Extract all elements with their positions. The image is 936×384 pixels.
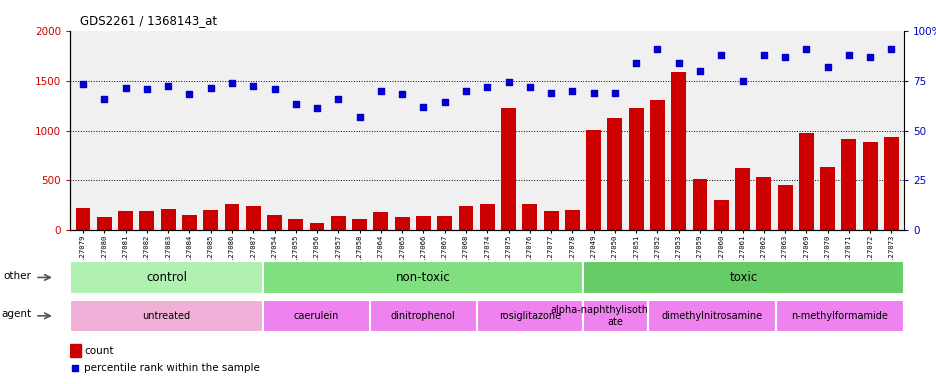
Point [225, 79, 240, 86]
Text: GDS2261 / 1368143_at: GDS2261 / 1368143_at [80, 14, 216, 27]
Point [330, 96, 345, 102]
Bar [628, 108, 643, 230]
Bar [437, 217, 452, 230]
Point [96, 96, 111, 102]
Bar [479, 204, 494, 230]
Point [734, 78, 749, 84]
Point [755, 51, 770, 58]
Bar [394, 217, 409, 230]
Bar [70, 344, 80, 357]
Bar [288, 219, 303, 230]
Point [628, 60, 643, 66]
Point [479, 84, 494, 90]
Point [607, 89, 622, 96]
Bar [458, 206, 473, 230]
Bar [798, 132, 813, 230]
Point [416, 104, 431, 110]
Point [543, 89, 558, 96]
Point [777, 54, 792, 60]
Point [160, 83, 175, 89]
Point [501, 79, 516, 85]
Point [182, 91, 197, 97]
Bar [160, 209, 175, 230]
Point [288, 101, 303, 107]
Text: agent: agent [2, 309, 32, 319]
Text: other: other [4, 271, 32, 281]
Bar [96, 217, 111, 230]
Bar [521, 204, 536, 230]
Bar [819, 167, 834, 230]
Point [670, 60, 685, 66]
Point [819, 64, 834, 70]
Text: untreated: untreated [142, 311, 190, 321]
Point [713, 51, 728, 58]
Bar [841, 139, 856, 230]
Bar [225, 204, 239, 230]
Bar [352, 219, 367, 230]
Point [309, 104, 324, 111]
Bar [267, 215, 282, 230]
Bar [330, 216, 345, 230]
Bar [564, 210, 579, 230]
Point [267, 86, 282, 92]
Text: dinitrophenol: dinitrophenol [390, 311, 455, 321]
Point [118, 84, 133, 91]
Bar [777, 185, 792, 230]
Bar [586, 129, 600, 230]
Bar [118, 211, 133, 230]
Bar [883, 137, 898, 230]
Point [521, 84, 536, 90]
Bar [670, 72, 685, 230]
Text: rosiglitazone: rosiglitazone [498, 311, 561, 321]
Point [203, 84, 218, 91]
Text: dimethylnitrosamine: dimethylnitrosamine [661, 311, 762, 321]
Text: count: count [84, 346, 113, 356]
Point [352, 114, 367, 120]
Bar [182, 215, 197, 230]
Bar [735, 169, 749, 230]
Point [67, 365, 82, 371]
Point [394, 91, 409, 97]
Bar [203, 210, 218, 230]
Bar [373, 212, 388, 230]
Point [841, 51, 856, 58]
Bar [76, 209, 91, 230]
Bar [139, 211, 154, 230]
Bar [309, 223, 324, 230]
Bar [416, 216, 431, 230]
Bar [862, 142, 877, 230]
Text: non-toxic: non-toxic [395, 271, 450, 284]
Text: percentile rank within the sample: percentile rank within the sample [84, 362, 260, 373]
Point [883, 46, 898, 52]
Bar [607, 118, 622, 230]
Point [586, 89, 601, 96]
Point [564, 88, 579, 94]
Bar [245, 207, 260, 230]
Point [650, 46, 665, 52]
Point [798, 46, 813, 52]
Bar [650, 99, 665, 230]
Bar [713, 200, 728, 230]
Point [245, 83, 260, 89]
Text: toxic: toxic [729, 271, 757, 284]
Bar [692, 179, 707, 230]
Point [139, 86, 154, 92]
Bar [501, 108, 516, 230]
Text: caerulein: caerulein [293, 311, 339, 321]
Bar [543, 211, 558, 230]
Point [862, 54, 877, 60]
Bar [755, 177, 770, 230]
Text: alpha-naphthylisothiocyan
ate: alpha-naphthylisothiocyan ate [550, 305, 680, 327]
Text: control: control [146, 271, 187, 284]
Point [76, 81, 91, 87]
Text: n-methylformamide: n-methylformamide [791, 311, 887, 321]
Point [437, 99, 452, 105]
Point [373, 88, 388, 94]
Point [458, 88, 473, 94]
Point [692, 68, 707, 74]
